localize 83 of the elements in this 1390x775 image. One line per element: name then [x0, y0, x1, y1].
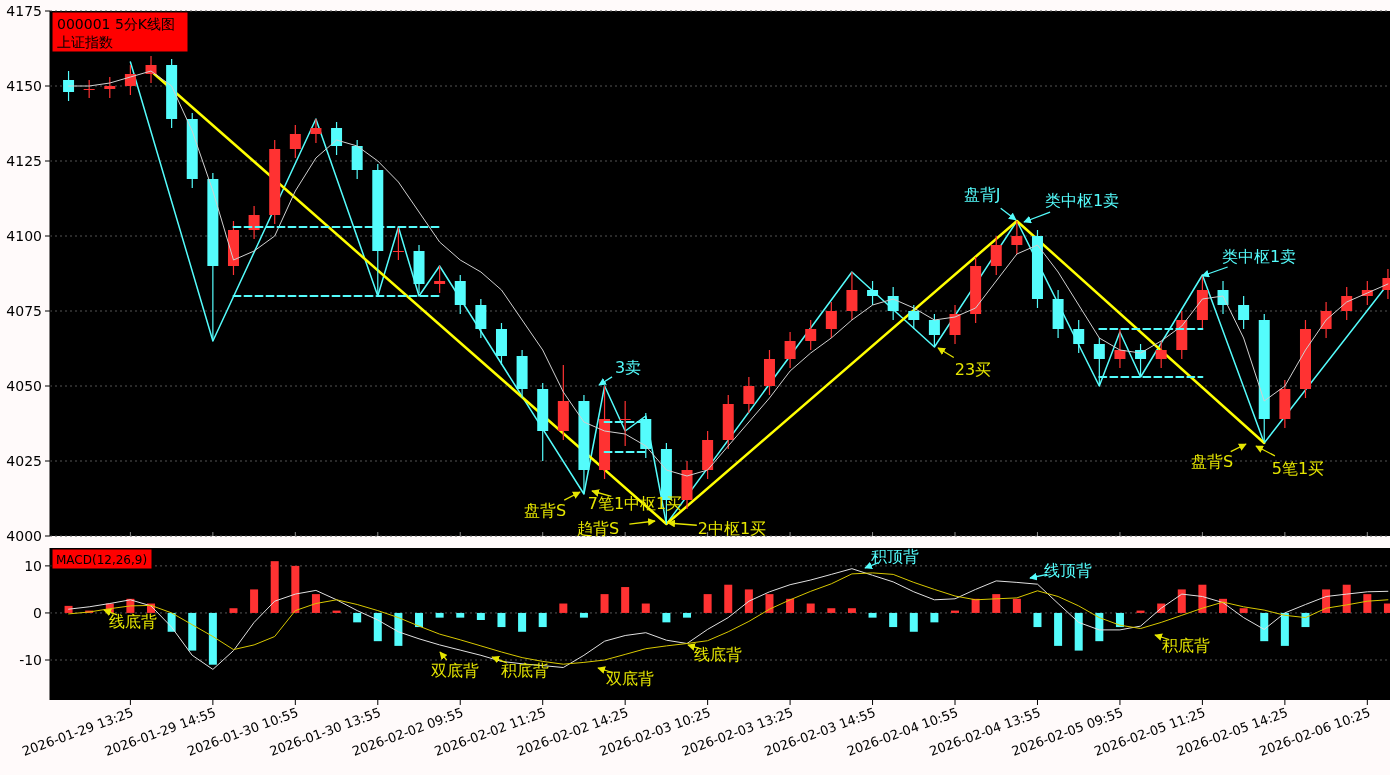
bar — [497, 612, 506, 628]
annotation: 趋背S — [576, 519, 620, 538]
bar — [909, 612, 918, 632]
bar — [353, 612, 362, 623]
annotation: 双底背 — [606, 669, 654, 688]
annotation: 类中枢1卖 — [1221, 247, 1297, 266]
bar — [579, 612, 588, 618]
y-tick-label: 4100 — [6, 228, 42, 244]
bar — [992, 594, 1001, 613]
bar — [229, 608, 238, 613]
bar — [559, 603, 568, 613]
bar — [208, 612, 217, 665]
annotation: 23买 — [954, 360, 992, 379]
annotation: 盘背S — [523, 501, 567, 520]
annotation: 盘背S — [1190, 452, 1234, 471]
bar — [1280, 612, 1289, 646]
y-tick-label: 4175 — [6, 3, 42, 19]
bar — [1260, 612, 1269, 642]
bar — [1033, 612, 1042, 628]
y-tick-label: 4000 — [6, 528, 42, 544]
annotation: 5笔1买 — [1271, 459, 1325, 478]
annotation: 积顶背 — [871, 547, 919, 566]
annotation: 类中枢1卖 — [1044, 191, 1120, 210]
bar — [456, 612, 465, 618]
y-tick-label: 10 — [24, 557, 42, 574]
annotation: 线顶背 — [1044, 561, 1092, 580]
text: 上证指数 — [57, 34, 113, 50]
bar — [373, 612, 382, 642]
annotation: 线底背 — [694, 645, 742, 664]
bar — [600, 594, 609, 613]
y-tick-label: 4075 — [6, 303, 42, 319]
bar — [1054, 612, 1063, 646]
y-tick-label: 4025 — [6, 453, 42, 469]
bar — [765, 594, 774, 613]
y-tick-label: 4150 — [6, 78, 42, 94]
bar — [930, 612, 939, 623]
chart-title: 000001 5分K线图 — [57, 16, 175, 32]
bar — [394, 612, 403, 646]
y-tick-label: -10 — [19, 652, 42, 668]
bar — [662, 612, 671, 623]
bar — [868, 612, 877, 618]
bar — [971, 598, 980, 613]
bar — [724, 584, 733, 613]
bar — [538, 612, 547, 628]
bar — [1177, 589, 1186, 613]
bar — [1383, 603, 1390, 613]
bar — [1115, 612, 1124, 628]
bar — [270, 561, 279, 613]
bar — [1198, 584, 1207, 613]
annotation: 线底背 — [109, 612, 157, 631]
bar — [518, 612, 527, 632]
text: MACD(12,26,9) — [56, 553, 148, 567]
annotation: 积底背 — [501, 661, 549, 680]
bar — [641, 603, 650, 613]
bar — [889, 612, 898, 628]
annotation: 双底背 — [431, 661, 479, 680]
bar — [435, 612, 444, 618]
bar — [621, 587, 630, 613]
bar — [683, 612, 692, 618]
bar — [703, 594, 712, 613]
bar — [1239, 608, 1248, 613]
annotation: 2中枢1买 — [697, 519, 767, 538]
bar — [1074, 612, 1083, 651]
bar — [415, 612, 424, 628]
bar — [1363, 594, 1372, 613]
annotation: 积底背 — [1162, 636, 1210, 655]
annotation: 盘背J — [963, 185, 1001, 204]
bar — [311, 594, 320, 613]
bar — [806, 603, 815, 613]
bar — [786, 598, 795, 613]
annotation: 3卖 — [614, 358, 642, 377]
y-tick-label: 4050 — [6, 378, 42, 394]
bar — [847, 608, 856, 613]
bar — [188, 612, 197, 651]
bar — [476, 612, 485, 620]
bar — [744, 589, 753, 613]
bar — [1012, 598, 1021, 613]
y-tick-label: 4125 — [6, 153, 42, 169]
bar — [827, 608, 836, 613]
bar — [1342, 584, 1351, 613]
bar — [250, 589, 259, 613]
bar — [291, 565, 300, 613]
y-tick-label: 0 — [33, 604, 42, 621]
